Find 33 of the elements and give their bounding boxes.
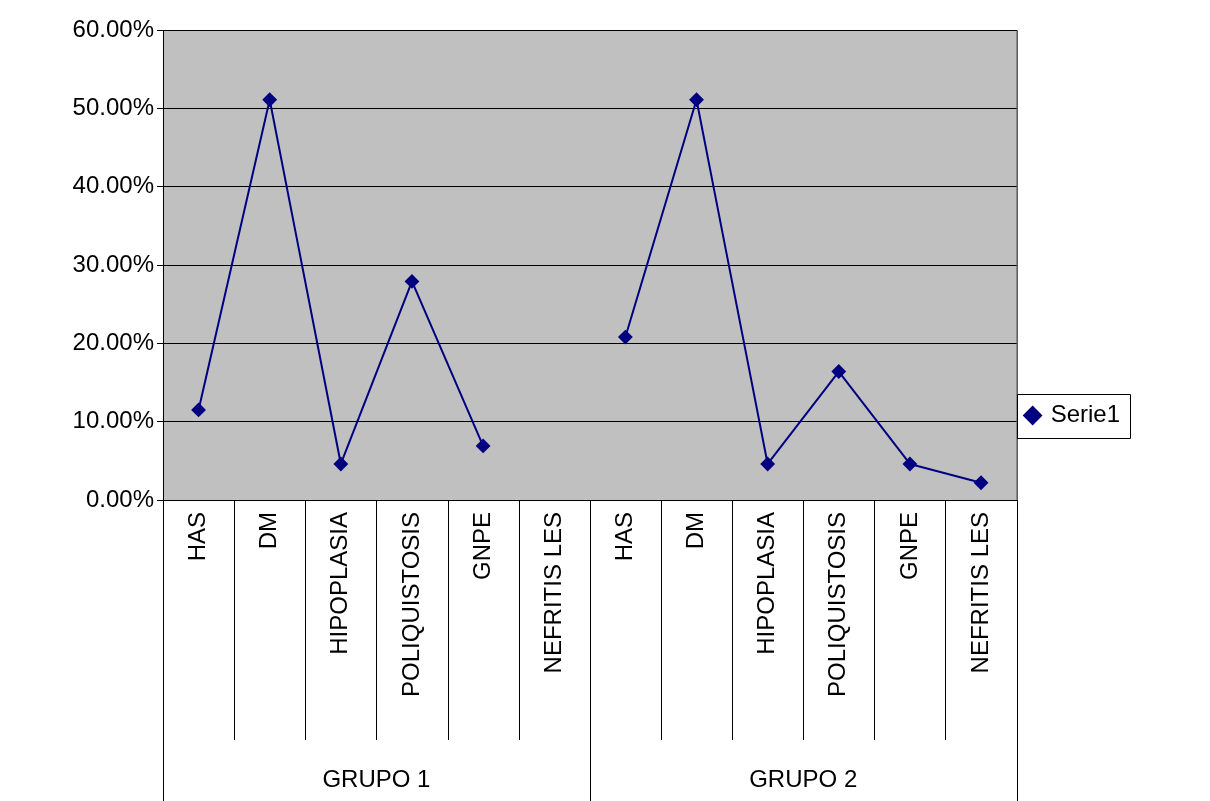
- point: [689, 92, 704, 107]
- y-tick-label: 0.00%: [85, 484, 154, 512]
- x-tick-label: GNPE: [467, 512, 495, 581]
- point: [831, 364, 846, 379]
- point: [618, 330, 633, 345]
- text: GRUPO 2: [749, 764, 858, 792]
- y-tick-label: 50.00%: [72, 92, 154, 120]
- x-tick-label: HAS: [610, 512, 638, 562]
- point: [476, 438, 491, 453]
- y-tick-label: 60.00%: [72, 14, 154, 42]
- point: [191, 402, 206, 417]
- x-tick-label: HIPOPLASIA: [325, 512, 353, 655]
- y-tick-label: 40.00%: [72, 171, 154, 199]
- point: [262, 92, 277, 107]
- x-tick-label: HIPOPLASIA: [752, 512, 780, 655]
- text: GRUPO 1: [322, 764, 431, 792]
- point: [333, 456, 348, 471]
- x-tick-label: DM: [254, 512, 282, 550]
- x-tick-label: POLIQUISTOSIS: [396, 512, 424, 697]
- point: [760, 456, 775, 471]
- x-tick-label: NEFRITIS LES: [538, 512, 566, 674]
- legend-label: Serie1: [1050, 400, 1120, 428]
- x-tick-label: NEFRITIS LES: [965, 512, 993, 674]
- x-tick-label: HAS: [183, 512, 211, 562]
- x-tick-label: GNPE: [894, 512, 922, 581]
- point: [902, 456, 917, 471]
- point: [404, 274, 419, 289]
- y-tick-label: 20.00%: [72, 327, 154, 355]
- point: [974, 475, 989, 490]
- y-tick-label: 30.00%: [72, 249, 154, 277]
- x-tick-label: POLIQUISTOSIS: [823, 512, 851, 697]
- y-tick-label: 10.00%: [72, 406, 154, 434]
- x-tick-label: DM: [681, 512, 709, 550]
